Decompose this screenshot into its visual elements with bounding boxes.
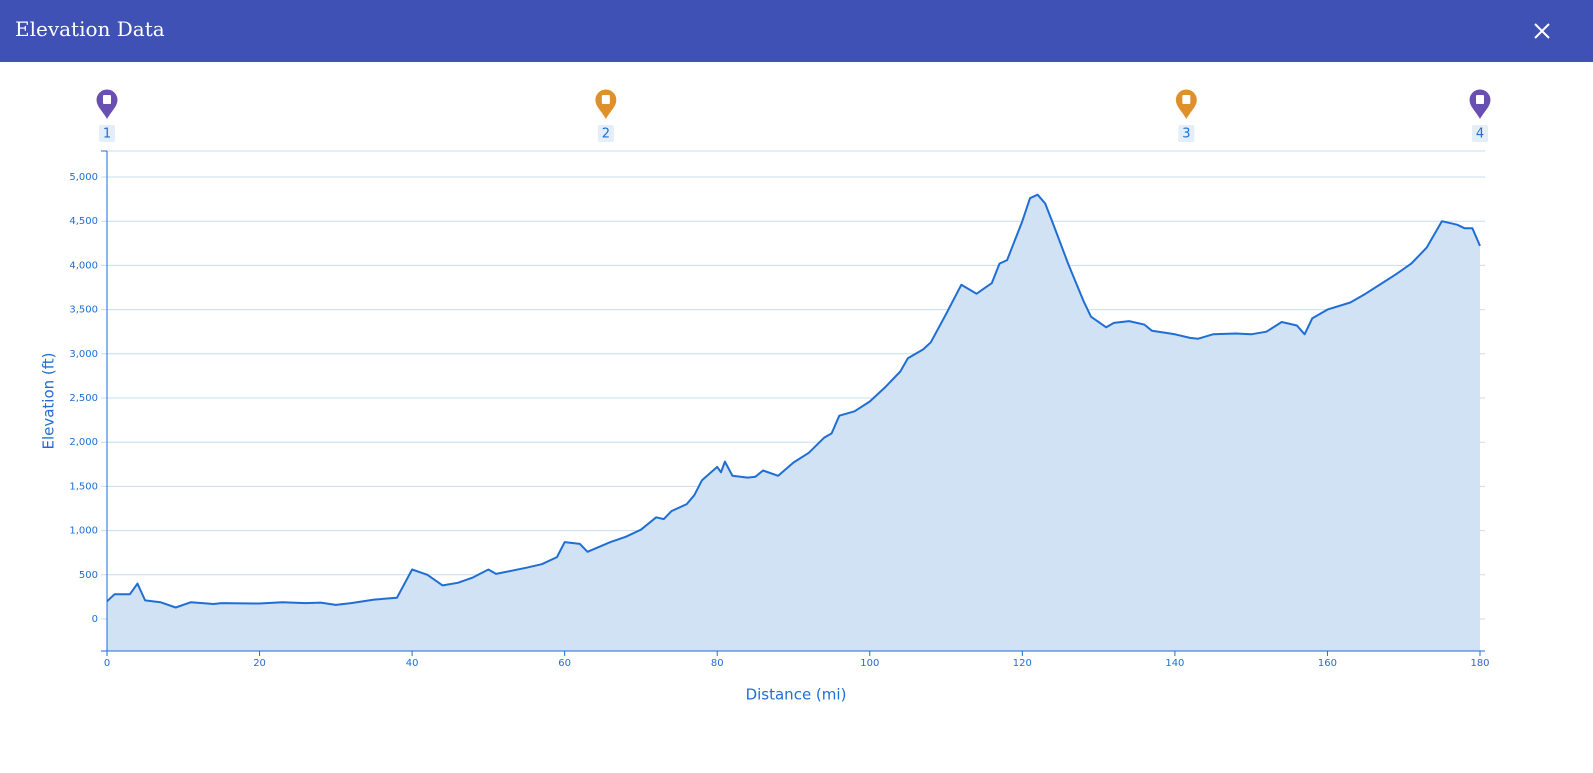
header-bar: Elevation Data [0,0,1593,62]
marker-icon [601,95,610,104]
marker-pin [1468,88,1492,122]
x-tick-label: 100 [860,658,879,669]
elevation-area [107,194,1480,651]
x-tick-label: 60 [558,658,571,669]
marker-icon [1182,95,1191,104]
x-tick-label: 20 [253,658,266,669]
waypoint-marker: 4 [1468,88,1492,142]
marker-label: 1 [103,127,111,142]
x-tick-label: 80 [711,658,724,669]
marker-label-box [597,125,614,142]
marker-label-box [99,125,115,142]
waypoint-marker: 2 [594,88,618,142]
x-tick-label: 0 [104,658,110,669]
x-tick-label: 180 [1470,658,1489,669]
marker-label: 2 [602,127,610,142]
y-tick-label: 5,000 [69,172,98,183]
marker-label-box [1178,125,1195,142]
marker-label: 4 [1476,127,1484,142]
marker-icon [1476,95,1484,104]
x-tick-label: 160 [1318,658,1337,669]
y-tick-label: 3,000 [69,349,98,360]
marker-icon [103,95,111,104]
x-tick-label: 140 [1165,658,1184,669]
x-axis-label: Distance (mi) [746,686,847,704]
waypoint-marker: 3 [1174,88,1198,142]
marker-pin [95,88,119,122]
close-button[interactable] [1532,21,1552,41]
marker-label-box [1472,125,1488,142]
y-tick-label: 4,500 [69,216,98,227]
y-tick-label: 500 [79,570,98,581]
y-tick-label: 2,000 [69,437,98,448]
elevation-line [106,193,1481,609]
marker-pin [594,88,618,122]
dialog-title: Elevation Data [15,17,165,41]
waypoint-marker: 1 [95,88,119,142]
x-tick-label: 120 [1013,658,1032,669]
y-axis-label: Elevation (ft) [40,352,58,449]
y-tick-label: 2,500 [69,393,98,404]
y-tick-label: 4,000 [69,260,98,271]
marker-pin [1174,88,1198,122]
chart: 0 500 1,000 1,500 2,000 2,500 3,000 3,500 4,000 4… [40,88,1492,704]
marker-label: 3 [1182,127,1190,142]
x-tick-label: 40 [406,658,419,669]
y-tick-label: 3,500 [69,305,98,316]
y-tick-label: 0 [92,614,98,625]
y-tick-label: 1,000 [69,526,98,537]
y-tick-label: 1,500 [69,481,98,492]
